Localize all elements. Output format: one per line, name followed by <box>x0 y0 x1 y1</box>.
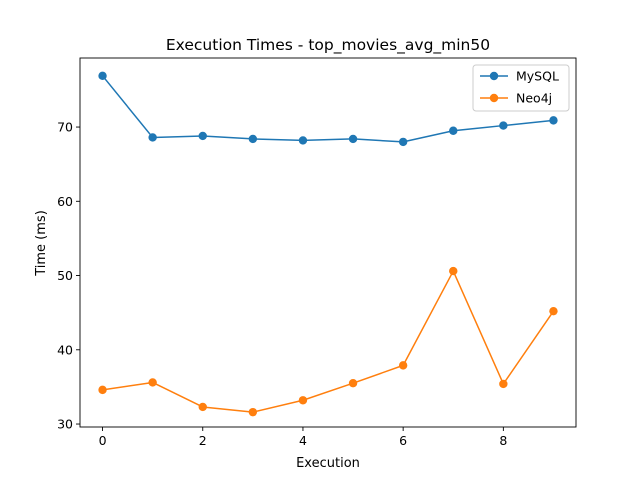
data-point-mysql <box>98 71 107 81</box>
plot-area: 0 2 4 6 8 30 40 50 60 70 <box>57 57 577 448</box>
data-point-mysql <box>449 126 458 135</box>
data-point-neo4j <box>549 306 558 316</box>
x-axis-label: Execution <box>296 456 360 471</box>
series-line-mysql <box>101 75 554 143</box>
data-point-mysql <box>298 136 308 145</box>
legend-marker-neo4j <box>489 93 499 103</box>
y-tick-label: 30 <box>57 417 73 432</box>
y-axis-label: Time (ms) <box>34 210 49 277</box>
y-tick-label: 70 <box>57 120 73 135</box>
data-point-neo4j <box>499 379 508 389</box>
series-line-neo4j <box>102 270 555 413</box>
data-point-neo4j <box>398 361 408 370</box>
x-tick-label: 4 <box>299 433 307 448</box>
data-point-mysql <box>248 134 258 144</box>
x-tick-label: 2 <box>199 433 207 448</box>
data-point-neo4j <box>298 396 308 405</box>
legend-label-neo4j: Neo4j <box>516 91 552 106</box>
y-tick-label: 60 <box>57 194 73 209</box>
y-tick-label: 40 <box>57 342 73 357</box>
data-point-neo4j <box>248 407 258 417</box>
legend-marker-mysql <box>489 71 499 81</box>
data-point-neo4j <box>449 266 458 276</box>
data-point-mysql <box>348 134 358 144</box>
legend: MySQL Neo4j <box>472 64 570 112</box>
axes-frame <box>79 57 577 428</box>
data-point-neo4j <box>198 402 207 412</box>
data-point-mysql <box>549 116 558 125</box>
x-tick-label: 0 <box>99 433 107 448</box>
data-point-neo4j <box>348 378 358 388</box>
y-tick-label: 50 <box>57 268 73 283</box>
data-point-mysql <box>398 137 408 147</box>
x-tick-label: 8 <box>499 433 507 448</box>
legend-label-mysql: MySQL <box>516 69 559 84</box>
data-point-mysql <box>198 131 207 141</box>
data-point-neo4j <box>148 378 157 387</box>
chart-title: Execution Times - top_movies_avg_min50 <box>166 36 490 55</box>
x-tick-label: 6 <box>399 433 407 448</box>
data-point-mysql <box>499 121 508 130</box>
data-point-neo4j <box>98 385 107 395</box>
data-point-mysql <box>148 133 157 142</box>
